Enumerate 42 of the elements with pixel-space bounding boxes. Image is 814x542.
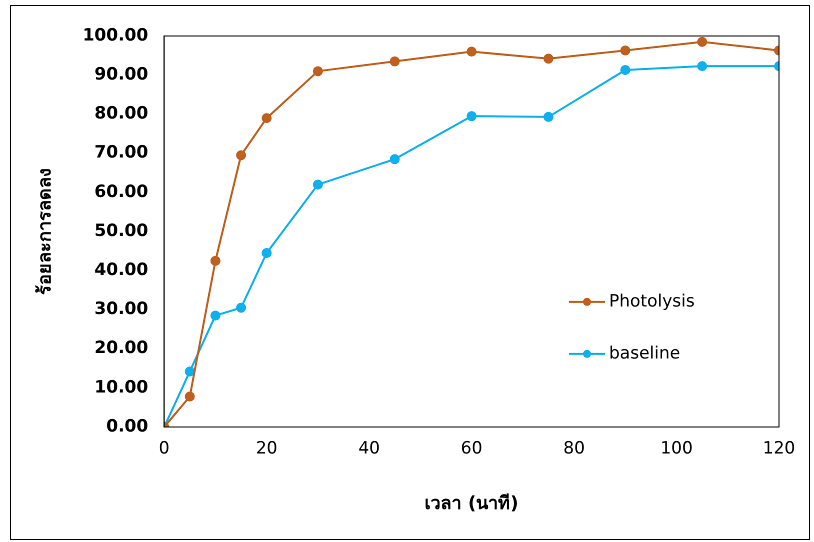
x-tick-label: 20: [256, 438, 278, 459]
y-tick-label: 10.00: [94, 377, 148, 398]
point: [236, 150, 246, 160]
point: [210, 256, 220, 266]
legend-label: baseline: [609, 343, 680, 364]
x-tick-label: 0: [158, 438, 170, 459]
point: [697, 61, 708, 72]
y-tick-label: 40.00: [94, 260, 148, 280]
x-tick-label: 60: [460, 438, 482, 459]
point: [390, 154, 400, 164]
y-tick-label: 20.00: [94, 338, 148, 358]
point: [184, 392, 195, 402]
point: [543, 112, 554, 122]
x-tick-label: 40: [358, 438, 380, 459]
y-tick-label: 30.00: [94, 299, 148, 320]
point: [312, 180, 323, 190]
point: [262, 113, 272, 124]
point: [543, 54, 554, 64]
y-tick-label: 100.00: [82, 25, 148, 46]
point: [210, 310, 220, 321]
y-tick-label: 0.00: [106, 416, 148, 436]
point: [466, 46, 477, 57]
point: [236, 302, 246, 313]
y-tick-label: 70.00: [94, 142, 148, 163]
legend-label: Photolysis: [609, 291, 695, 312]
point: [312, 66, 323, 76]
point: [620, 45, 630, 56]
x-tick-label: 80: [563, 438, 585, 459]
point: [262, 248, 272, 258]
x-tick-label: 120: [762, 438, 796, 459]
point: [466, 111, 477, 122]
y-tick-label: 90.00: [94, 64, 148, 85]
y-tick-label: 80.00: [94, 104, 148, 124]
point: [390, 56, 400, 66]
y-tick-label: 50.00: [94, 220, 148, 241]
x-tick-label: 100: [660, 438, 693, 459]
x-axis-title: เวลา (นาที): [424, 492, 518, 514]
point: [620, 65, 630, 76]
y-tick-label: 60.00: [94, 182, 148, 202]
point: [184, 366, 195, 376]
y-axis-title: ร้อยละการลดลง: [34, 168, 56, 295]
point: [697, 36, 708, 47]
